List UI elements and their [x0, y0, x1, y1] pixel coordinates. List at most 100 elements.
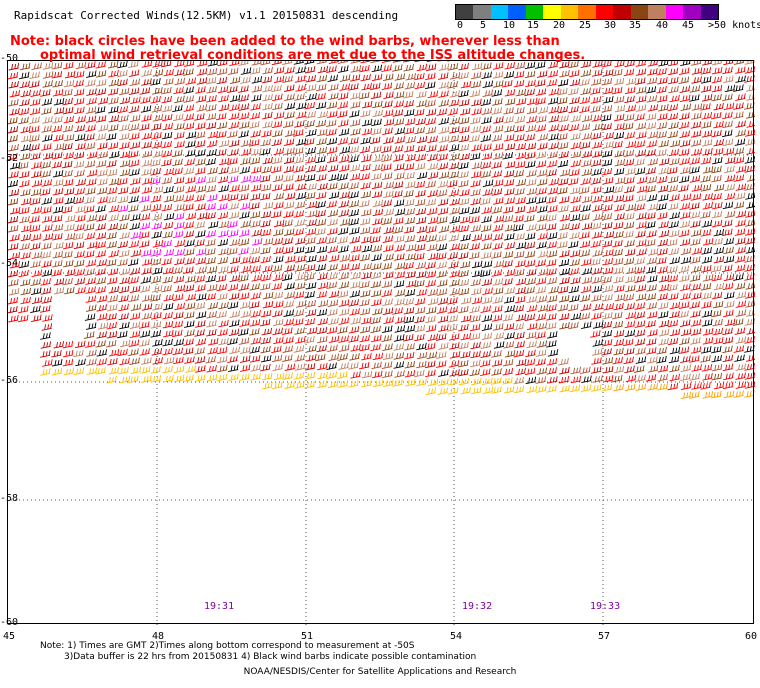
- wind-barb: [481, 215, 492, 223]
- wind-barb: [359, 289, 371, 298]
- wind-barb: [272, 273, 284, 282]
- wind-barb: [658, 337, 669, 346]
- wind-barb: [491, 350, 502, 358]
- wind-barb: [590, 159, 602, 167]
- wind-barb: [425, 387, 437, 396]
- wind-barb: [261, 75, 273, 84]
- wind-barb: [326, 281, 337, 290]
- wind-barb: [7, 197, 19, 206]
- wind-barb: [130, 177, 141, 186]
- wind-barb: [425, 198, 437, 207]
- wind-barb: [535, 223, 547, 231]
- wind-barb: [657, 382, 668, 391]
- wind-barb: [119, 321, 130, 330]
- wind-barb: [689, 391, 700, 399]
- wind-barb: [635, 347, 646, 355]
- wind-barb: [140, 105, 152, 113]
- wind-barb: [249, 67, 261, 75]
- wind-barb: [239, 211, 250, 219]
- wind-barb: [108, 204, 119, 213]
- wind-barb: [426, 207, 438, 216]
- wind-barb: [712, 318, 723, 327]
- wind-barb: [492, 233, 503, 241]
- wind-barb: [646, 311, 658, 319]
- wind-barb: [658, 283, 670, 292]
- wind-barb: [602, 177, 614, 185]
- wind-barb: [349, 290, 360, 298]
- wind-barb: [447, 81, 458, 89]
- wind-barb: [482, 386, 494, 394]
- wind-barb: [471, 377, 482, 386]
- wind-barb: [460, 314, 472, 323]
- wind-barb: [95, 205, 106, 213]
- wind-barb: [405, 72, 416, 81]
- wind-barb: [360, 235, 372, 244]
- wind-barb: [229, 310, 241, 319]
- wind-barb: [392, 307, 403, 315]
- wind-barb: [600, 114, 612, 122]
- wind-barb: [161, 158, 172, 167]
- wind-barb: [436, 189, 448, 197]
- wind-barb: [746, 310, 755, 317]
- wind-barb: [591, 150, 603, 158]
- wind-barb: [514, 124, 525, 133]
- wind-barb: [283, 309, 294, 317]
- wind-barb: [635, 149, 647, 157]
- wind-barb: [9, 251, 21, 260]
- wind-barb: [458, 341, 469, 350]
- wind-barb: [579, 249, 590, 258]
- wind-barb: [471, 233, 483, 242]
- wind-barb: [591, 348, 603, 356]
- wind-barb: [85, 124, 96, 132]
- wind-barb: [503, 170, 515, 178]
- wind-barb: [722, 327, 733, 336]
- wind-barb: [425, 261, 436, 270]
- wind-barb: [216, 130, 227, 139]
- wind-barb: [195, 338, 207, 346]
- wind-barb: [592, 303, 604, 311]
- scale-swatch: [683, 5, 701, 19]
- wind-barb: [680, 256, 692, 265]
- wind-barb: [358, 91, 370, 100]
- wind-barb: [634, 113, 645, 121]
- wind-barb: [592, 204, 603, 212]
- wind-barb: [41, 323, 53, 331]
- wind-barb: [646, 284, 657, 292]
- wind-barb: [262, 93, 273, 102]
- wind-barb: [95, 133, 107, 141]
- wind-barb: [646, 275, 658, 283]
- wind-barb: [174, 60, 185, 68]
- wind-barb: [515, 88, 527, 97]
- wind-barb: [52, 89, 64, 97]
- wind-barb: [251, 76, 263, 84]
- wind-barb: [722, 228, 733, 237]
- wind-barb: [216, 346, 228, 355]
- wind-barb: [206, 139, 218, 148]
- wind-barb: [315, 263, 326, 272]
- wind-barb: [393, 361, 405, 369]
- wind-barb: [141, 114, 152, 122]
- wind-barb: [568, 285, 580, 294]
- wind-barb: [371, 73, 383, 82]
- wind-barb: [228, 265, 239, 274]
- wind-barb: [657, 292, 668, 301]
- wind-barb: [525, 124, 537, 133]
- wind-barb: [557, 285, 569, 294]
- wind-barb: [238, 112, 250, 120]
- wind-barb: [382, 127, 393, 135]
- wind-barb: [140, 276, 152, 284]
- wind-barb: [414, 72, 425, 81]
- wind-barb: [282, 246, 294, 254]
- wind-barb: [74, 124, 85, 133]
- wind-barb: [425, 117, 436, 126]
- wind-barb: [680, 319, 691, 328]
- wind-barb: [328, 191, 340, 200]
- wind-barb: [691, 76, 702, 84]
- wind-barb: [161, 203, 173, 212]
- wind-barb: [108, 114, 120, 123]
- wind-barb: [537, 304, 549, 312]
- wind-barb: [601, 150, 613, 158]
- wind-barb: [459, 125, 470, 134]
- wind-barb: [338, 362, 349, 370]
- wind-barb: [337, 380, 349, 388]
